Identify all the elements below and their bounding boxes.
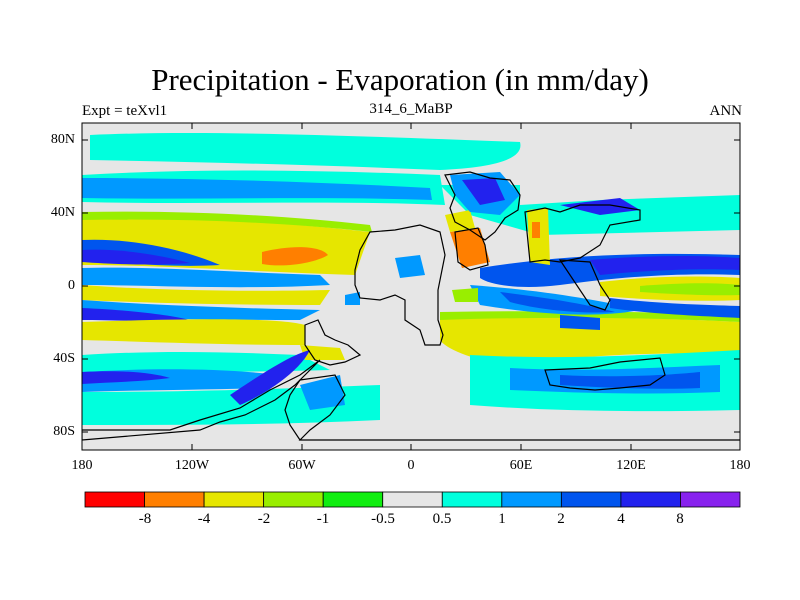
- lon-label: 120W: [174, 458, 210, 473]
- colorbar-label: -4: [197, 511, 211, 527]
- tick-marks: [81, 123, 741, 450]
- colorbar-box: [203, 491, 265, 508]
- colorbar-box: [263, 491, 324, 508]
- colorbar-box: [560, 491, 622, 508]
- contour-field: [82, 123, 740, 450]
- lat-label: 80S: [53, 424, 75, 439]
- colorbar-label: -2: [257, 511, 271, 527]
- colorbar-box: [144, 491, 205, 508]
- page-title: Precipitation - Evaporation (in mm/day): [151, 62, 649, 97]
- experiment-label: Expt = teXvl1: [82, 103, 168, 119]
- colorbar-label: -8: [138, 511, 152, 527]
- lon-label: 60W: [288, 458, 316, 473]
- lon-label: 180: [729, 458, 751, 473]
- lat-label: 40N: [50, 205, 75, 220]
- lon-label: 0: [407, 458, 415, 473]
- run-label: 314_6_MaBP: [369, 101, 453, 117]
- colorbar-box: [322, 491, 384, 508]
- lat-label: 0: [68, 278, 75, 293]
- colorbar-box: [441, 491, 503, 508]
- colorbar-label: 1: [498, 511, 506, 527]
- colorbar-label: 8: [676, 511, 684, 527]
- colorbar-box: [382, 491, 443, 508]
- season-label: ANN: [709, 103, 743, 119]
- colorbar: [84, 491, 741, 508]
- colorbar-label: 0.5: [432, 511, 452, 527]
- lon-label: 60E: [509, 458, 533, 473]
- colorbar-box: [501, 491, 562, 508]
- colorbar-label: -0.5: [371, 511, 395, 527]
- lat-label: 40S: [53, 351, 75, 366]
- colorbar-label: 4: [617, 511, 625, 527]
- colorbar-label: -1: [316, 511, 330, 527]
- colorbar-label: 2: [557, 511, 565, 527]
- colorbar-box: [620, 491, 681, 508]
- colorbar-box: [84, 491, 145, 508]
- lon-label: 180: [71, 458, 93, 473]
- colorbar-box: [680, 491, 741, 508]
- continent-outlines: [82, 171, 740, 441]
- lat-label: 80N: [50, 132, 75, 147]
- lon-label: 120E: [616, 458, 646, 473]
